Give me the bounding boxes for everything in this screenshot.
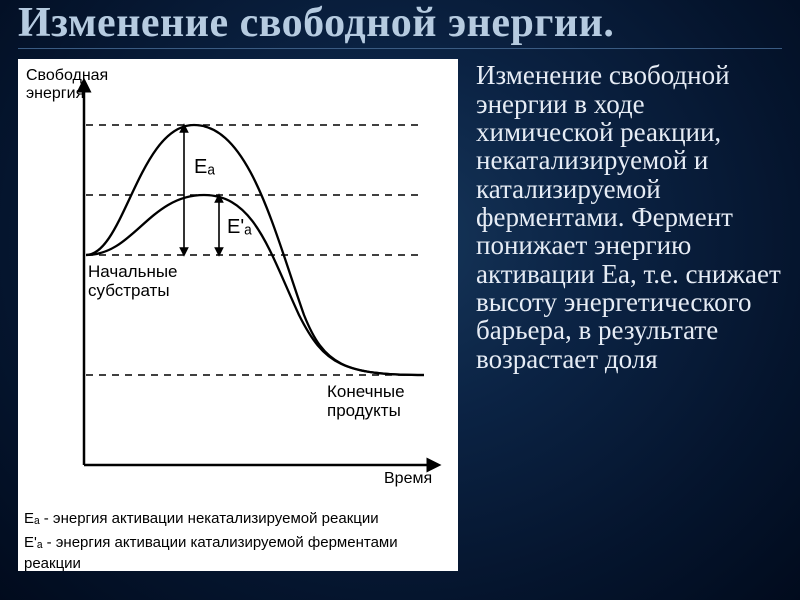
substrate-label-2: субстраты <box>88 281 170 300</box>
product-label-1: Конечные <box>327 382 405 401</box>
energy-diagram-svg: Eₐ E'ₐ Начальные субстраты Конечные прод… <box>24 65 454 505</box>
slide: Изменение свободной энергии. <box>0 0 800 600</box>
legend-line-2: E'ₐ - энергия активации катализируемой ф… <box>24 533 448 574</box>
figure-legend: Eₐ - энергия активации некатализируемой … <box>24 509 448 574</box>
chart-area: Eₐ E'ₐ Начальные субстраты Конечные прод… <box>24 65 448 505</box>
y-axis-label: Свободная энергия <box>26 67 108 102</box>
energy-diagram-figure: Eₐ E'ₐ Начальные субстраты Конечные прод… <box>18 59 458 571</box>
epa-label: E'ₐ <box>227 216 252 238</box>
y-axis-label-1: Свободная <box>26 67 108 84</box>
curve-uncatalyzed <box>86 125 424 375</box>
ea-label: Eₐ <box>194 156 215 178</box>
body-text: Изменение свободной энергии в ходе химич… <box>476 59 782 588</box>
y-axis-label-2: энергия <box>26 85 84 102</box>
slide-title: Изменение свободной энергии. <box>18 0 782 49</box>
x-axis-label: Время <box>384 470 432 487</box>
content-row: Eₐ E'ₐ Начальные субстраты Конечные прод… <box>18 59 782 588</box>
legend-line-1: Eₐ - энергия активации некатализируемой … <box>24 509 448 529</box>
product-label-2: продукты <box>327 401 401 420</box>
substrate-label-1: Начальные <box>88 262 178 281</box>
